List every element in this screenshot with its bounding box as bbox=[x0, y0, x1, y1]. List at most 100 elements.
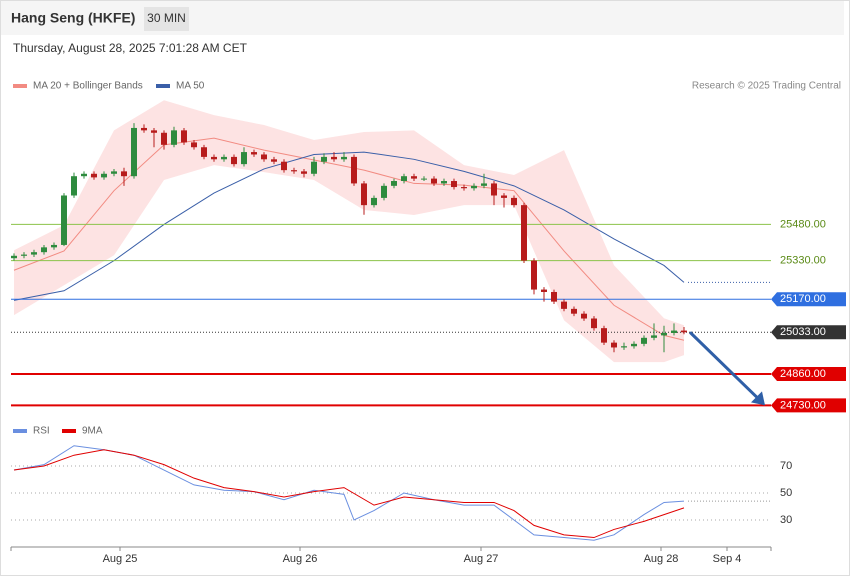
y-tick-label: 50 bbox=[780, 487, 792, 499]
x-tick-label: Aug 25 bbox=[103, 553, 138, 565]
candle-body bbox=[511, 197, 517, 206]
candle-body bbox=[101, 173, 107, 178]
candle-body bbox=[611, 342, 617, 348]
legend-label: MA 50 bbox=[176, 81, 205, 92]
moving-average bbox=[13, 151, 685, 301]
candle-body bbox=[481, 183, 487, 186]
candle-body bbox=[31, 252, 37, 255]
x-tick-label: Sep 4 bbox=[713, 553, 742, 565]
candle-body bbox=[551, 291, 557, 302]
candle-body bbox=[171, 130, 177, 145]
level-label: 24730.00 bbox=[780, 399, 826, 411]
bollinger-band bbox=[14, 100, 684, 363]
candle-body bbox=[11, 255, 17, 259]
x-tick-label: Aug 27 bbox=[464, 553, 499, 565]
chart-title: Hang Seng (HKFE) bbox=[11, 10, 135, 26]
legend-label: 9MA bbox=[82, 426, 103, 437]
candle-body bbox=[421, 178, 427, 180]
candle-body bbox=[631, 343, 637, 347]
rsi-line bbox=[13, 445, 685, 541]
level-label: 25170.00 bbox=[780, 293, 826, 305]
candle-body bbox=[451, 181, 457, 188]
candle-body bbox=[131, 127, 137, 177]
header-bar bbox=[1, 1, 844, 35]
candle-body bbox=[371, 197, 377, 206]
level-label: 25330.00 bbox=[780, 255, 826, 267]
candle-body bbox=[301, 171, 307, 174]
level-label-box bbox=[771, 325, 846, 340]
legend-label: RSI bbox=[33, 426, 50, 437]
candle-body bbox=[91, 173, 97, 178]
candle-body bbox=[461, 187, 467, 189]
legend-swatch bbox=[13, 429, 27, 433]
candle-body bbox=[231, 156, 237, 165]
legend-swatch bbox=[62, 429, 76, 433]
candle-body bbox=[211, 156, 217, 160]
candle-body bbox=[411, 176, 417, 179]
legend-swatch bbox=[13, 84, 27, 88]
candle-body bbox=[491, 183, 497, 196]
level-label-box bbox=[771, 398, 846, 413]
candle-body bbox=[341, 156, 347, 160]
candle-body bbox=[541, 289, 547, 292]
candle-body bbox=[601, 328, 607, 343]
candle-body bbox=[521, 205, 527, 261]
candle-body bbox=[271, 159, 277, 162]
candle-body bbox=[361, 183, 367, 206]
candle-body bbox=[561, 301, 567, 309]
source: Research © 2025 Trading Central bbox=[692, 81, 841, 92]
candle-body bbox=[531, 260, 537, 290]
candle-body bbox=[21, 254, 27, 256]
candle-body bbox=[141, 127, 147, 131]
candle-body bbox=[581, 313, 587, 319]
candle-body bbox=[61, 195, 67, 245]
candle-body bbox=[121, 171, 127, 177]
candle-body bbox=[681, 330, 687, 333]
candle-body bbox=[381, 185, 387, 198]
candle-body bbox=[261, 154, 267, 160]
candle-body bbox=[71, 176, 77, 196]
legend-swatch bbox=[156, 84, 170, 88]
candle-body bbox=[621, 346, 627, 348]
candle-body bbox=[321, 156, 327, 162]
rsi-line bbox=[13, 449, 685, 539]
timeframe-box bbox=[144, 7, 189, 31]
target-arrowhead bbox=[751, 391, 765, 406]
level-label: 25480.00 bbox=[780, 218, 826, 230]
candle-body bbox=[501, 195, 507, 198]
y-tick-label: 30 bbox=[780, 514, 792, 526]
candle-body bbox=[241, 152, 247, 165]
candle-body bbox=[291, 170, 297, 172]
x-tick-label: Aug 28 bbox=[644, 553, 679, 565]
level-label-box bbox=[771, 292, 846, 307]
candle-body bbox=[281, 161, 287, 171]
candle-body bbox=[251, 152, 257, 155]
subtitle: Thursday, August 28, 2025 7:01:28 AM CET bbox=[13, 41, 248, 55]
candle-body bbox=[671, 330, 677, 333]
candle-body bbox=[651, 335, 657, 338]
y-tick-label: 70 bbox=[780, 460, 792, 472]
level-label: 25033.00 bbox=[780, 326, 826, 338]
candle-body bbox=[151, 130, 157, 133]
candle-body bbox=[191, 142, 197, 148]
candle-body bbox=[311, 161, 317, 174]
candle-body bbox=[571, 308, 577, 314]
candle-body bbox=[41, 247, 47, 253]
candle-body bbox=[641, 337, 647, 344]
candle-body bbox=[591, 318, 597, 329]
candle-body bbox=[391, 181, 397, 186]
x-tick-label: Aug 26 bbox=[283, 553, 318, 565]
candle-body bbox=[111, 171, 117, 174]
candle-body bbox=[351, 156, 357, 184]
legend-label: MA 20 + Bollinger Bands bbox=[33, 81, 143, 92]
candle-body bbox=[431, 178, 437, 184]
candle-body bbox=[401, 176, 407, 182]
candle-body bbox=[441, 181, 447, 184]
target-arrow bbox=[688, 331, 761, 401]
candle-body bbox=[331, 156, 337, 160]
candle-body bbox=[161, 132, 167, 145]
candle-body bbox=[471, 185, 477, 189]
candle-body bbox=[181, 130, 187, 143]
level-label: 24860.00 bbox=[780, 368, 826, 380]
